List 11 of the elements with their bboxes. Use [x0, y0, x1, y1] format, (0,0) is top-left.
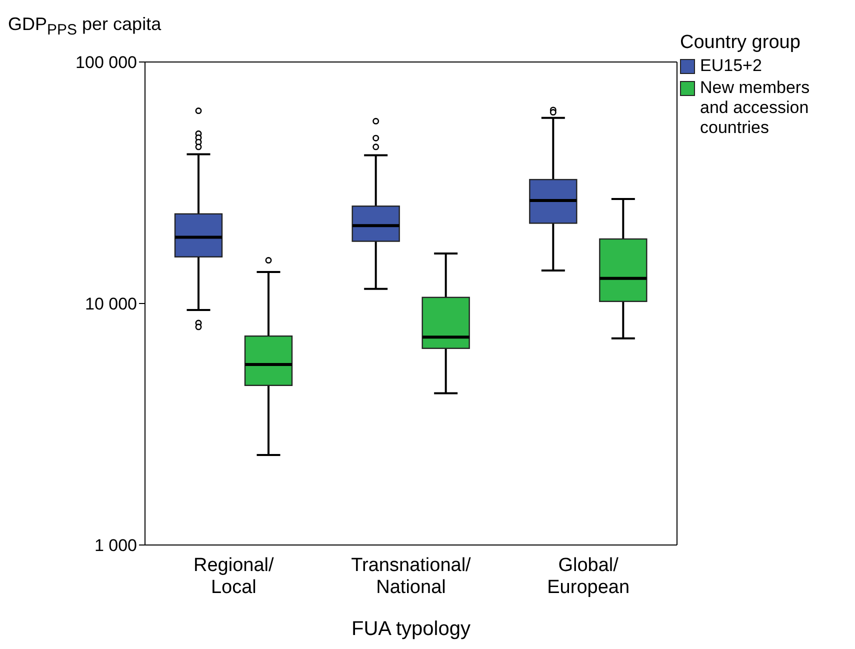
y-tick-label: 10 000 [85, 294, 137, 314]
x-tick-label: Regional/Local [194, 555, 275, 598]
y-tick-label: 1 000 [94, 536, 137, 556]
x-tick-label: Global/European [547, 555, 630, 598]
legend-label: New members and accession countries [700, 78, 811, 138]
legend-label: EU15+2 [700, 56, 762, 76]
y-axis-title: GDP$_{PPS}$ per capita [8, 14, 162, 39]
x-tick-label: Transnational/National [351, 555, 472, 598]
x-axis-title: FUA typology [352, 618, 470, 640]
y-tick-label: 100 000 [76, 53, 137, 72]
legend-title: Country group [680, 32, 802, 54]
